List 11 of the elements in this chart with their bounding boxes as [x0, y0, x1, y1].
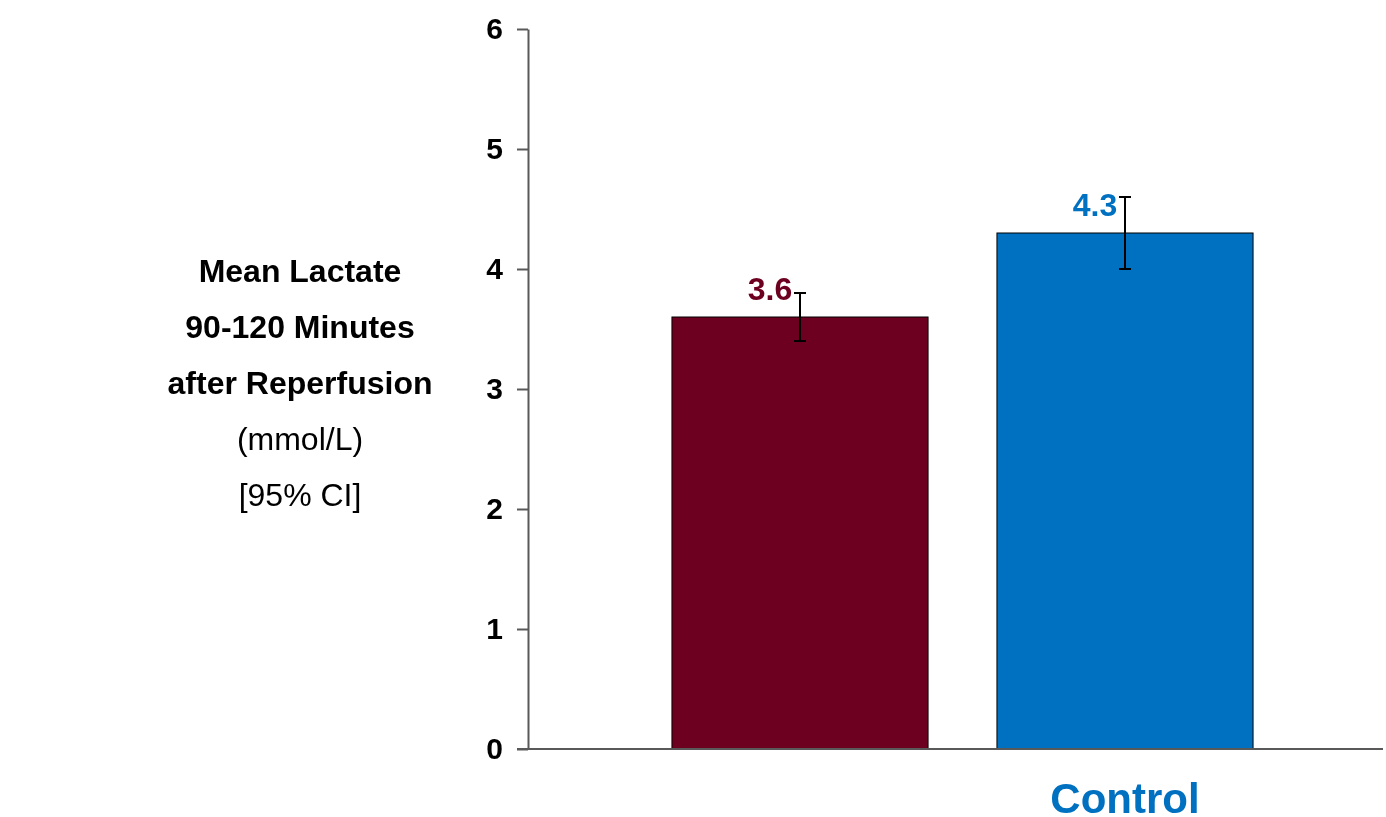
y-tick-label: 4: [486, 252, 504, 286]
y-tick-label: 5: [486, 132, 503, 166]
y-tick-label: 6: [486, 12, 503, 46]
data-label: 4.3: [1072, 187, 1118, 223]
y-tick-label: 3: [486, 372, 503, 406]
y-tick-label: 0: [486, 732, 503, 766]
y-tick-label: 2: [486, 492, 503, 526]
data-label: 3.6: [747, 271, 793, 307]
x-tick-label: Control: [1050, 775, 1200, 817]
y-tick-label: 1: [486, 612, 503, 646]
y-axis-title: Mean Lactate 90-120 Minutes after Reperfusion (mmol/L) [95% CI]: [167, 253, 433, 513]
